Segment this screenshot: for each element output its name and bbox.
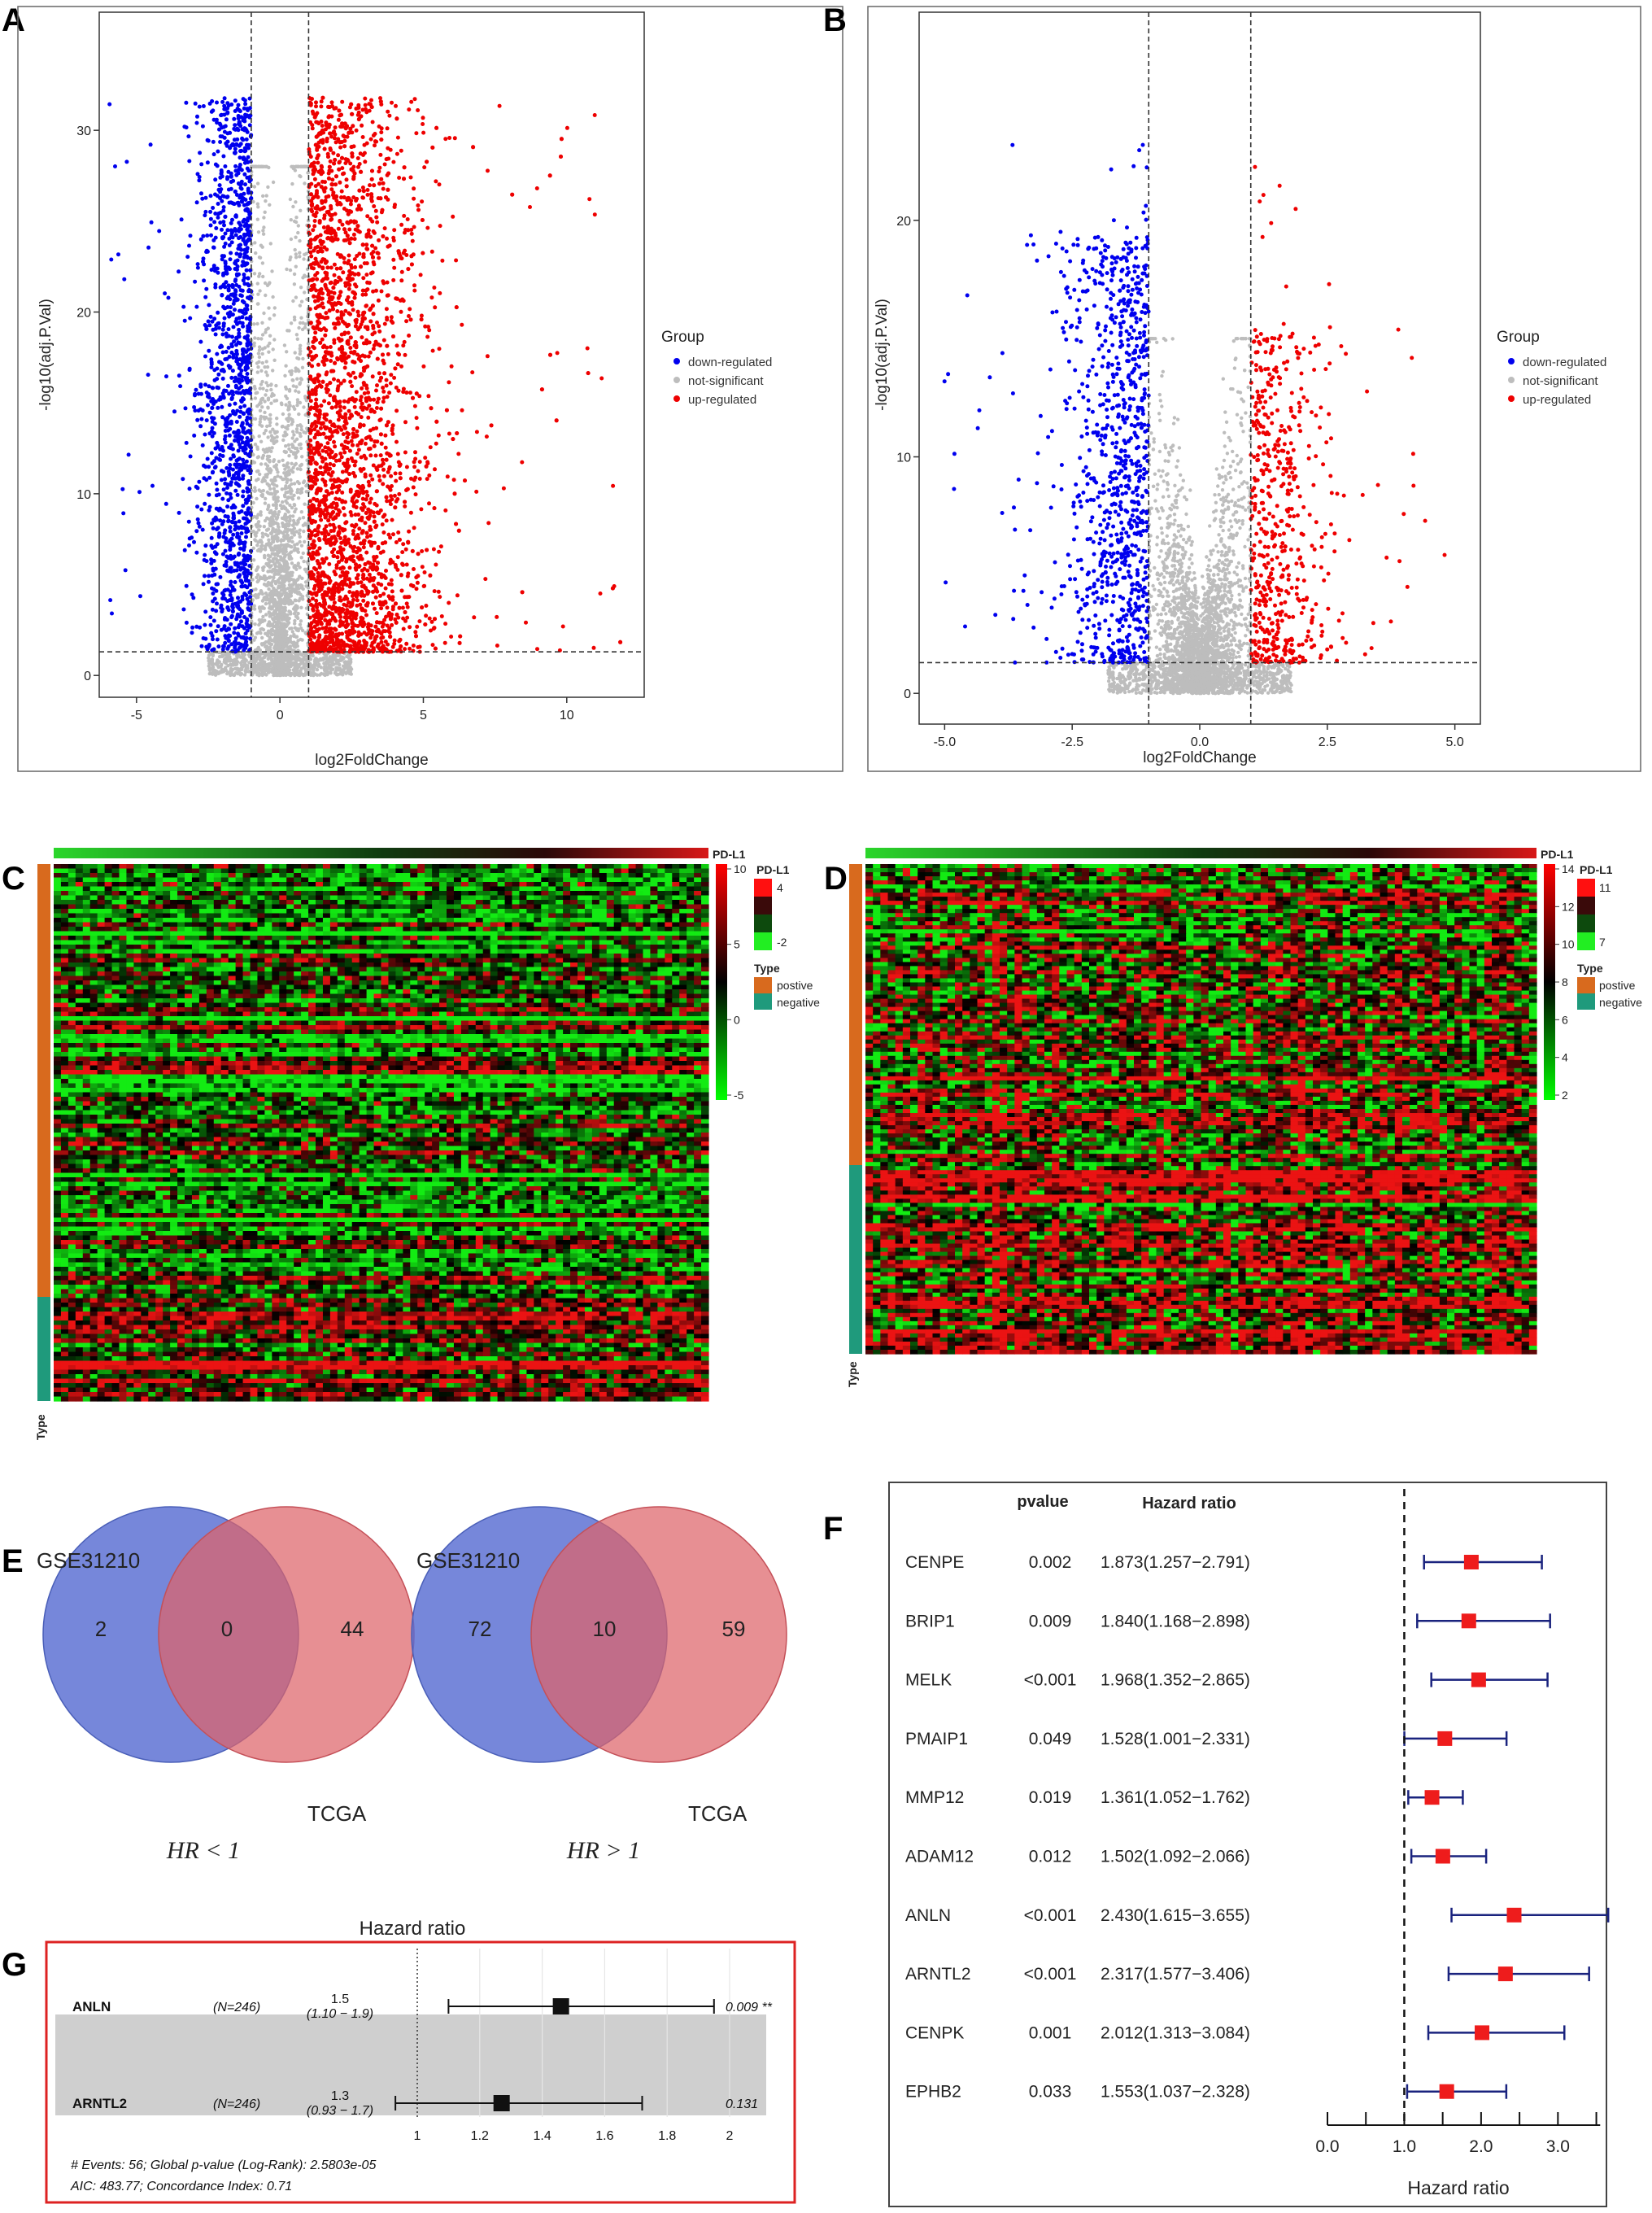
point-not-significant [265, 194, 268, 197]
point-not-significant [288, 627, 291, 631]
point-not-significant [260, 405, 264, 408]
point-not-significant [263, 411, 266, 414]
point-not-significant [267, 351, 270, 354]
point-not-significant [295, 438, 299, 441]
point-not-significant [301, 366, 304, 369]
point-not-significant [281, 412, 285, 416]
point-not-significant [275, 507, 278, 510]
point-not-significant [247, 661, 251, 664]
point-not-significant [260, 380, 264, 383]
point-not-significant [257, 351, 260, 355]
point-not-significant [253, 607, 256, 610]
point-not-significant [254, 251, 257, 255]
point-not-significant [259, 386, 262, 390]
point-not-significant [299, 316, 303, 320]
point-not-significant [259, 337, 263, 340]
point-not-significant [258, 473, 261, 476]
point-not-significant [262, 225, 265, 229]
panel-a: A -5 0 5 10 0102030 log2FoldChange -log10(a… [2, 2, 843, 771]
point-not-significant [261, 535, 264, 539]
point-not-significant [302, 530, 305, 533]
point-not-significant [281, 500, 284, 504]
point-not-significant [264, 294, 267, 297]
point-not-significant [267, 504, 270, 507]
point-not-significant [294, 248, 297, 251]
point-not-significant [300, 510, 303, 513]
point-not-significant [297, 224, 300, 227]
point-not-significant [295, 378, 299, 381]
point-not-significant [269, 242, 272, 245]
point-not-significant [261, 275, 264, 278]
point-not-significant [260, 636, 264, 639]
point-not-significant [259, 440, 263, 443]
point-not-significant [272, 347, 275, 351]
point-not-significant [294, 216, 298, 219]
point-not-significant [272, 338, 276, 341]
point-not-significant [300, 556, 303, 559]
point-not-significant [285, 350, 288, 353]
point-not-significant [253, 605, 256, 608]
point-not-significant [299, 606, 303, 609]
point-not-significant [256, 370, 259, 373]
point-not-significant [270, 395, 273, 398]
point-not-significant [299, 381, 302, 384]
point-not-significant [268, 317, 271, 321]
point-not-significant [275, 422, 278, 426]
point-not-significant [264, 282, 267, 285]
point-not-significant [286, 427, 289, 430]
point-not-significant [303, 396, 307, 399]
point-not-significant [289, 198, 292, 201]
point-not-significant [258, 434, 261, 438]
point-not-significant [264, 429, 268, 432]
point-not-significant [297, 326, 300, 330]
point-not-significant [290, 182, 294, 186]
point-not-significant [298, 251, 301, 255]
point-not-significant [258, 289, 261, 292]
point-not-significant [299, 209, 302, 212]
point-not-significant [295, 404, 299, 407]
point-not-significant [265, 389, 268, 392]
point-not-significant [289, 268, 292, 272]
point-not-significant [283, 430, 286, 434]
panel-a-letter: A [2, 2, 25, 38]
point-not-significant [300, 544, 303, 548]
point-not-significant [264, 602, 268, 605]
panel-a-plot-frame [99, 12, 644, 697]
point-not-significant [271, 369, 274, 372]
point-not-significant [284, 395, 287, 398]
point-not-significant [299, 447, 303, 450]
point-not-significant [258, 345, 261, 348]
point-not-significant [256, 365, 259, 369]
point-not-significant [264, 199, 267, 203]
point-not-significant [302, 560, 305, 563]
point-not-significant [266, 435, 269, 439]
point-not-significant [299, 321, 302, 325]
point-not-significant [262, 233, 265, 236]
point-not-significant [268, 555, 272, 558]
point-not-significant [259, 409, 262, 412]
figure: A -5 0 5 10 0102030 log2FoldChange -log10(a… [0, 0, 1652, 2213]
point-not-significant [252, 558, 255, 561]
point-not-significant [260, 321, 264, 325]
point-not-significant [261, 387, 264, 391]
point-not-significant [277, 460, 281, 463]
